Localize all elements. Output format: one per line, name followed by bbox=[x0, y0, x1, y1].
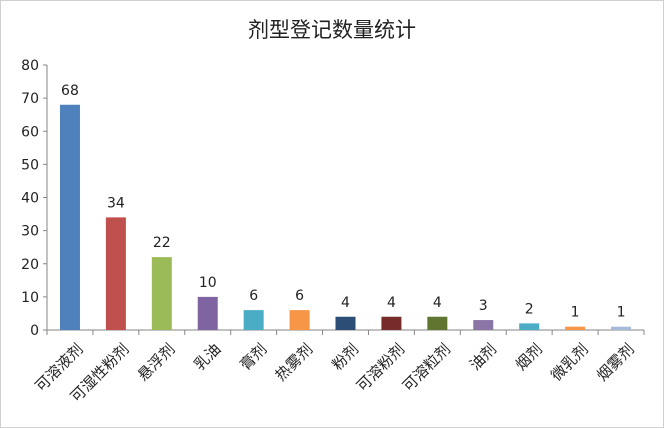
x-tick-label: 粉剂 bbox=[328, 340, 362, 374]
y-tick-label: 30 bbox=[21, 224, 39, 240]
data-label: 10 bbox=[199, 275, 217, 291]
bar bbox=[611, 326, 632, 330]
y-tick-label: 0 bbox=[30, 323, 39, 339]
bar bbox=[289, 310, 310, 330]
bar bbox=[197, 296, 218, 330]
data-label: 22 bbox=[153, 235, 171, 251]
data-label: 2 bbox=[525, 301, 534, 317]
bars: 68 34 22 10 6 6 4 4 4 3 2 1 1 bbox=[59, 83, 632, 330]
x-tick-label: 微乳剂 bbox=[547, 340, 592, 385]
y-tick-label: 60 bbox=[21, 124, 39, 140]
data-label: 4 bbox=[387, 295, 396, 311]
y-tick-label: 80 bbox=[21, 58, 39, 74]
data-label: 6 bbox=[249, 288, 258, 304]
y-tick-label: 50 bbox=[21, 157, 39, 173]
y-tick-label: 40 bbox=[21, 191, 39, 207]
y-tick-label: 20 bbox=[21, 257, 39, 273]
data-label: 34 bbox=[107, 195, 125, 211]
data-label: 4 bbox=[341, 295, 350, 311]
x-tick-label: 膏剂 bbox=[236, 340, 270, 374]
bar bbox=[427, 316, 448, 330]
bar bbox=[519, 323, 540, 330]
data-label: 3 bbox=[479, 298, 488, 314]
data-label: 1 bbox=[571, 305, 580, 321]
bar bbox=[381, 316, 402, 330]
x-tick-label: 热雾剂 bbox=[272, 340, 317, 385]
y-tick-label: 70 bbox=[21, 91, 39, 107]
data-label: 4 bbox=[433, 295, 442, 311]
x-tick-label: 悬浮剂 bbox=[134, 340, 179, 385]
bar bbox=[335, 316, 356, 330]
data-label: 6 bbox=[295, 288, 304, 304]
x-tick-label: 烟雾剂 bbox=[593, 340, 638, 385]
bar bbox=[243, 310, 264, 330]
x-tick-label: 油剂 bbox=[466, 340, 500, 374]
x-tick-label: 可溶粉剂 bbox=[353, 340, 408, 395]
x-tick-label: 乳油 bbox=[191, 340, 225, 374]
data-label: 1 bbox=[617, 305, 626, 321]
y-tick-label: 10 bbox=[21, 290, 39, 306]
bar bbox=[565, 326, 586, 330]
data-label: 68 bbox=[61, 83, 79, 99]
bar bbox=[105, 217, 126, 330]
x-tick-label: 可溶粒剂 bbox=[399, 340, 454, 395]
bar bbox=[473, 320, 494, 330]
chart-title: 剂型登记数量统计 bbox=[248, 18, 416, 42]
x-tick-label: 烟剂 bbox=[512, 340, 546, 374]
bar bbox=[59, 104, 80, 330]
bar bbox=[151, 257, 172, 330]
